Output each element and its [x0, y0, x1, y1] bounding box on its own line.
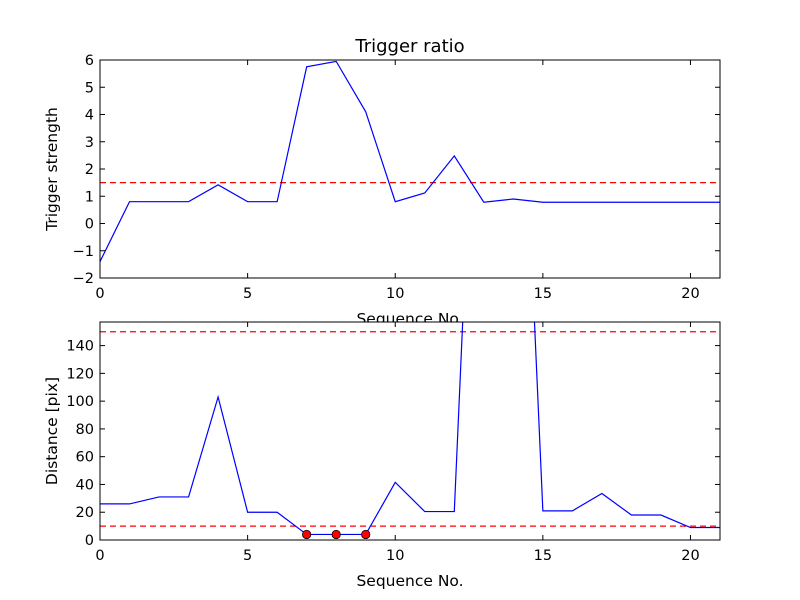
y-axis-label: Trigger strength: [43, 107, 61, 232]
chart-title: Trigger ratio: [354, 36, 464, 57]
y-tick-label-20: 20: [76, 505, 94, 521]
y-tick-label-0: 0: [85, 217, 94, 233]
data-point-1: [331, 529, 341, 540]
data-point-2: [361, 529, 371, 540]
plot-area: [100, 322, 720, 536]
series-line-0: [100, 60, 720, 262]
distance-plot-background: [100, 322, 720, 540]
y-tick-label-4: 4: [85, 108, 94, 124]
y-tick-label--2: −2: [73, 271, 94, 287]
x-tick-label-10: 10: [386, 286, 404, 302]
x-tick-label-20: 20: [681, 286, 699, 302]
distance-plot: 0 5 10 15 20 0 20 40 60 80 100 120 140 Sequence No. Di…: [43, 321, 721, 590]
x-tick-label-5: 5: [243, 548, 252, 564]
x-tick-label-20: 20: [681, 548, 699, 564]
x-tick-label-0: 0: [95, 286, 104, 302]
y-tick-label-100: 100: [66, 394, 94, 410]
x-tick-label-5: 5: [243, 286, 252, 302]
y-tick-label-1: 1: [85, 189, 94, 205]
series-line-0: [100, 322, 720, 536]
y-axis-label: Distance [pix]: [43, 377, 61, 485]
plot-area: [100, 60, 720, 262]
y-tick-label-5: 5: [85, 80, 94, 96]
y-tick-label-6: 6: [85, 53, 94, 69]
y-tick-label-80: 80: [76, 422, 94, 438]
y-tick-label-2: 2: [85, 162, 94, 178]
y-tick-label-120: 120: [66, 366, 94, 382]
x-tick-label-15: 15: [534, 548, 552, 564]
x-tick-label-0: 0: [95, 548, 104, 564]
y-tick-label-140: 140: [66, 339, 94, 355]
data-point-0: [302, 529, 312, 540]
y-tick-label-60: 60: [76, 450, 94, 466]
y-tick-label-0: 0: [85, 533, 94, 549]
y-tick-label--1: −1: [73, 244, 94, 260]
y-tick-label-40: 40: [76, 477, 94, 493]
y-tick-label-3: 3: [85, 135, 94, 151]
plot-frame: [99, 321, 721, 541]
x-tick-label-10: 10: [386, 548, 404, 564]
x-axis-label: Sequence No.: [356, 572, 463, 590]
x-tick-label-15: 15: [534, 286, 552, 302]
